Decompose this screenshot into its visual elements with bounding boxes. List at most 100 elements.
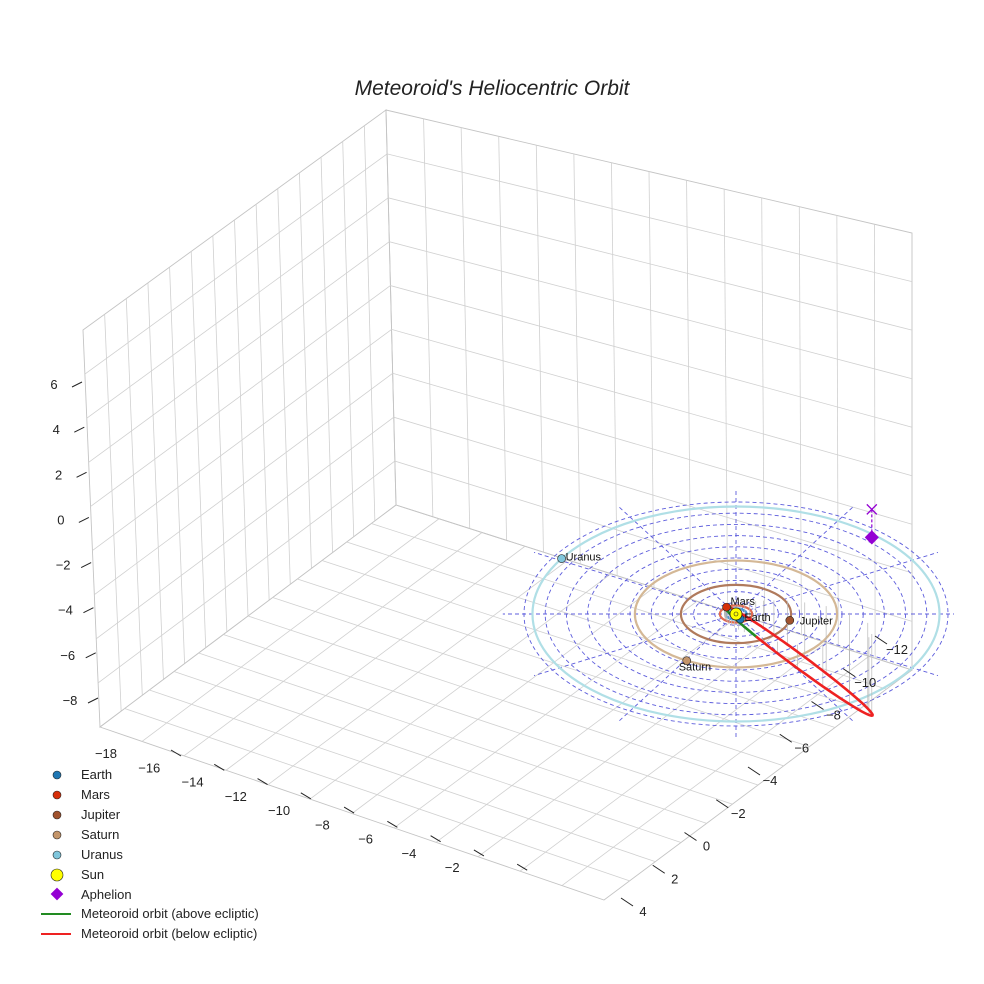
y-tick-mark bbox=[620, 897, 634, 907]
legend-label-above: Meteoroid orbit (above ecliptic) bbox=[81, 906, 259, 921]
y-tick-mark bbox=[842, 668, 856, 678]
y-tick-label: −2 bbox=[731, 806, 746, 821]
floor-gridline bbox=[247, 615, 759, 786]
z-tick-mark bbox=[80, 562, 92, 569]
right-panel-gridline bbox=[798, 206, 802, 635]
legend-label-jupiter: Jupiter bbox=[81, 807, 121, 822]
right-panel-gridline bbox=[498, 136, 507, 541]
legend-label-below: Meteoroid orbit (below ecliptic) bbox=[81, 926, 257, 941]
earth-label: Earth bbox=[744, 612, 770, 624]
z-tick-label: −2 bbox=[56, 558, 71, 573]
floor-gridline bbox=[561, 655, 870, 886]
x-tick-mark bbox=[300, 792, 312, 800]
left-panel-gridline bbox=[147, 282, 164, 680]
sun-marker bbox=[729, 607, 743, 621]
x-tick-mark bbox=[214, 763, 225, 771]
x-tick-mark bbox=[473, 849, 485, 857]
planet-markers: Earth Mars Jupiter Saturn Uranus bbox=[557, 552, 833, 674]
left-panel-gridline bbox=[169, 267, 185, 664]
saturn-orbit bbox=[633, 559, 839, 669]
jupiter-marker bbox=[785, 616, 795, 625]
height-gridline bbox=[86, 197, 913, 419]
height-gridline bbox=[84, 153, 913, 375]
uranus-marker bbox=[557, 554, 566, 563]
legend-item-mars: Mars bbox=[52, 787, 110, 802]
left-panel-gridline bbox=[234, 219, 249, 617]
z-tick-mark bbox=[74, 426, 85, 433]
floor-gridline bbox=[477, 628, 784, 858]
legend-item-sun: Sun bbox=[50, 867, 104, 882]
y-tick-mark bbox=[652, 864, 666, 874]
saturn-marker-icon bbox=[52, 830, 62, 840]
y-tick-mark bbox=[874, 635, 888, 645]
back-panels bbox=[82, 109, 913, 728]
legend-label-mars: Mars bbox=[81, 787, 110, 802]
z-tick-label: −8 bbox=[63, 693, 78, 708]
right-panel-gridline bbox=[611, 162, 618, 576]
mars-orbit bbox=[718, 604, 754, 624]
saturn-marker bbox=[682, 656, 692, 665]
aphelion-marker bbox=[864, 530, 879, 545]
meteoroid-orbit-below-segment bbox=[755, 635, 874, 717]
left-panel-gridline bbox=[104, 314, 122, 712]
reference-radial bbox=[619, 506, 737, 615]
y-tick-label: −4 bbox=[763, 773, 778, 788]
left-panel-gridline bbox=[255, 204, 270, 601]
reference-radial bbox=[619, 613, 737, 722]
mars-marker-icon bbox=[52, 790, 62, 800]
legend-item-below: Meteoroid orbit (below ecliptic) bbox=[41, 926, 257, 941]
legend-item-earth: Earth bbox=[52, 767, 112, 782]
legend-item-saturn: Saturn bbox=[52, 827, 119, 842]
z-tick-label: 6 bbox=[50, 377, 57, 392]
floor-gridline bbox=[371, 523, 887, 690]
floor-grid bbox=[99, 504, 913, 901]
earth-marker-icon bbox=[52, 770, 62, 780]
mars-label: Mars bbox=[731, 596, 756, 608]
left-panel-gridline bbox=[125, 298, 143, 696]
left-panel-gridline bbox=[342, 141, 355, 537]
height-gridline bbox=[90, 285, 913, 507]
legend: Earth Mars Jupiter Saturn Uranus Sun Aph… bbox=[41, 767, 259, 941]
floor-gridline bbox=[393, 600, 698, 829]
legend-label-aphelion: Aphelion bbox=[81, 887, 132, 902]
x-tick-mark bbox=[343, 806, 355, 814]
left-panel-gridline bbox=[277, 188, 291, 585]
z-tick-label: 0 bbox=[57, 512, 64, 527]
legend-item-jupiter: Jupiter bbox=[52, 807, 121, 822]
z-tick-label: 2 bbox=[55, 467, 62, 482]
y-tick-label: −10 bbox=[854, 675, 876, 690]
y-tick-mark bbox=[811, 701, 824, 710]
mars-marker bbox=[722, 602, 731, 612]
right-panel-gridline bbox=[423, 118, 434, 517]
y-tick-label: −8 bbox=[826, 708, 841, 723]
z-tick-label: 4 bbox=[53, 422, 60, 437]
legend-item-uranus: Uranus bbox=[52, 847, 123, 862]
reference-radial bbox=[735, 613, 939, 677]
z-tick-mark bbox=[71, 381, 83, 388]
y-tick-label: −12 bbox=[886, 642, 908, 657]
jupiter-orbit bbox=[679, 583, 793, 645]
right-panel-gridline bbox=[648, 171, 655, 588]
z-tick-mark bbox=[76, 471, 87, 478]
x-tick-label: −14 bbox=[182, 775, 204, 790]
y-tick-mark bbox=[779, 733, 793, 743]
sun-marker-icon bbox=[50, 868, 64, 882]
left-panel-gridline bbox=[299, 172, 312, 569]
x-tick-mark bbox=[516, 863, 528, 871]
right-panel-gridline bbox=[761, 197, 765, 623]
y-tick-mark bbox=[715, 799, 729, 809]
x-tick-label: −12 bbox=[225, 789, 247, 804]
aphelion-diamond-icon bbox=[50, 887, 64, 901]
z-tick-label: −6 bbox=[60, 648, 75, 663]
x-tick-label: −16 bbox=[138, 760, 160, 775]
x-tick-label: −6 bbox=[358, 832, 373, 847]
z-tick-mark bbox=[83, 607, 94, 614]
orbit-scene: Earth Mars Jupiter Saturn Uranus bbox=[502, 490, 954, 738]
height-gridline bbox=[97, 460, 913, 684]
left-panel-gridline bbox=[212, 235, 228, 632]
floor-gridline bbox=[435, 614, 741, 843]
reference-radial bbox=[533, 551, 737, 615]
height-gridline bbox=[88, 241, 913, 463]
right-panel-gridline bbox=[535, 145, 544, 553]
